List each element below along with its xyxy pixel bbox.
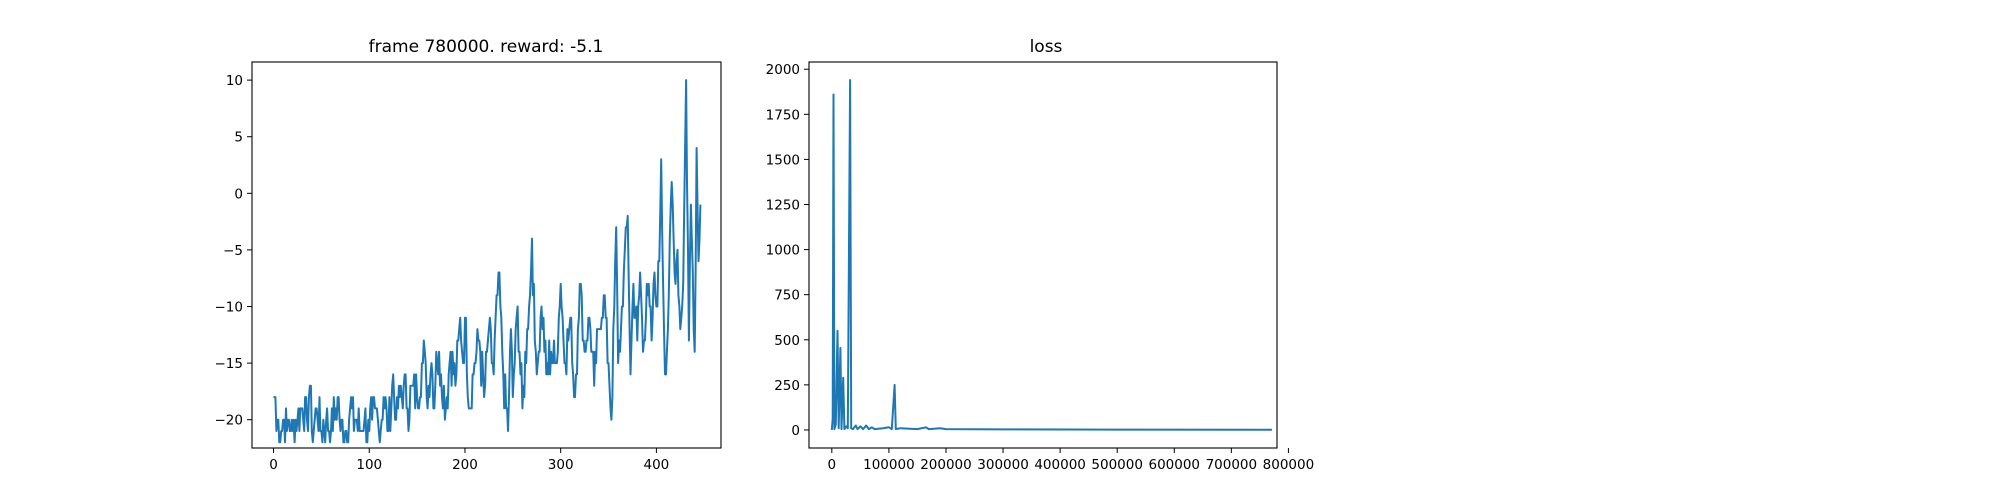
y-tick-label: −5 <box>223 243 243 259</box>
x-tick-label: 300000 <box>977 457 1029 473</box>
y-tick-label: 5 <box>234 130 243 146</box>
y-tick-label: −20 <box>215 413 244 429</box>
reward-series-line <box>273 79 702 444</box>
x-tick-label: 400000 <box>1034 457 1086 473</box>
y-tick-label: 750 <box>774 288 800 304</box>
x-tick-label: 500000 <box>1091 457 1143 473</box>
x-tick-label: 100000 <box>863 457 915 473</box>
y-tick-label: 10 <box>226 73 243 89</box>
reward-chart-frame <box>251 61 722 449</box>
x-tick-label: 700000 <box>1206 457 1258 473</box>
x-tick-label: 400 <box>644 457 670 473</box>
y-tick-label: 1500 <box>766 152 800 168</box>
reward-chart-title: frame 780000. reward: -5.1 <box>369 37 604 57</box>
y-tick-label: −15 <box>215 356 244 372</box>
y-tick-label: 2000 <box>766 62 800 78</box>
y-tick-label: 0 <box>234 186 243 202</box>
x-tick-label: 200 <box>452 457 478 473</box>
reward-chart: frame 780000. reward: -5.1 0 100 200 300 400… <box>215 37 722 473</box>
loss-chart-title: loss <box>1030 37 1063 57</box>
x-tick-label: 0 <box>828 457 837 473</box>
x-tick-label: 600000 <box>1148 457 1200 473</box>
y-tick-label: 1750 <box>766 107 800 123</box>
x-tick-label: 300 <box>548 457 574 473</box>
x-tick-label: 200000 <box>920 457 972 473</box>
x-tick-label: 100 <box>356 457 382 473</box>
reward-chart-ticks: 0 100 200 300 400 −20 −15 −10 −5 0 5 10 <box>215 73 670 473</box>
y-tick-label: 1250 <box>766 197 800 213</box>
y-tick-label: −10 <box>215 300 244 316</box>
loss-chart-frame <box>808 61 1278 449</box>
y-tick-label: 500 <box>774 333 800 349</box>
x-tick-label: 800000 <box>1263 457 1315 473</box>
y-tick-label: 250 <box>774 378 800 394</box>
x-tick-label: 0 <box>269 457 278 473</box>
y-tick-label: 1000 <box>766 243 800 259</box>
loss-series-line <box>830 79 1272 431</box>
y-tick-label: 0 <box>791 423 800 439</box>
loss-chart-ticks: 0 100000 200000 300000 400000 500000 600000 700… <box>766 62 1315 473</box>
loss-chart: loss 0 100000 200000 300000 400000 500000 6000… <box>766 37 1315 473</box>
